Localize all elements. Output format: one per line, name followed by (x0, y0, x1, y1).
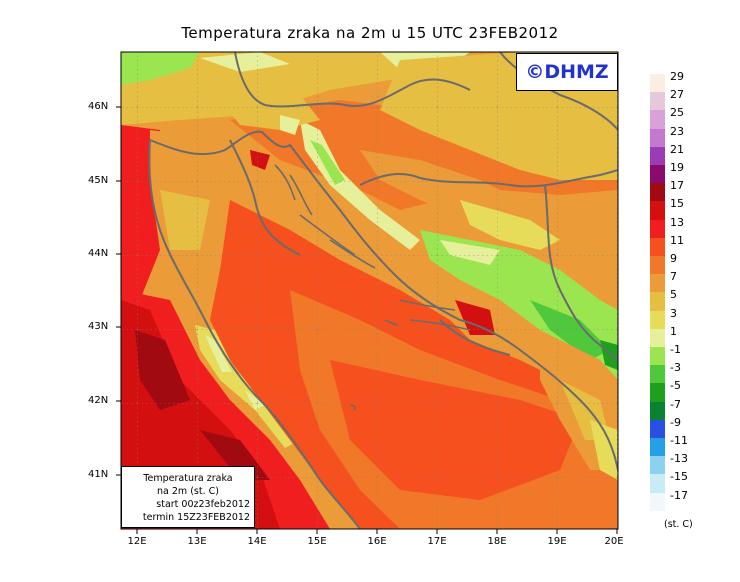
legend-swatch (650, 383, 665, 402)
legend-swatch (650, 74, 665, 93)
legend-swatch (650, 219, 665, 238)
legend-swatch (650, 128, 665, 147)
lon-label: 16E (367, 536, 387, 547)
legend-label: -7 (670, 397, 681, 411)
dhmz-logo: ©DHMZ (516, 53, 618, 91)
legend-swatch (650, 201, 665, 220)
info-line-3: start 00z23feb2012 (156, 499, 250, 510)
info-line-4: termin 15Z23FEB2012 (142, 512, 250, 523)
lat-label: 45N (88, 175, 109, 186)
legend-swatch (650, 165, 665, 184)
lat-label: 41N (88, 469, 109, 480)
legend-unit: (st. C) (664, 519, 693, 530)
legend-label: 11 (670, 233, 684, 247)
info-box: Temperatura zraka na 2m (st. C) start 00… (121, 466, 255, 528)
legend-label: 19 (670, 161, 684, 174)
legend-swatch (650, 92, 665, 111)
legend-label: 29 (670, 70, 684, 83)
legend-label: 23 (670, 124, 684, 138)
legend-label: 25 (670, 106, 684, 120)
legend-label: 3 (670, 306, 677, 320)
legend-swatch (650, 274, 665, 293)
legend-label: 7 (670, 270, 677, 284)
legend-swatch (650, 292, 665, 311)
legend-label: 9 (670, 252, 677, 265)
info-line-2: na 2m (st. C) (157, 486, 219, 497)
lon-label: 17E (427, 536, 447, 547)
lon-label: 15E (307, 536, 327, 547)
lon-label: 12E (127, 536, 147, 547)
chart-title: Temperatura zraka na 2m u 15 UTC 23FEB20… (181, 24, 559, 42)
legend-label: -9 (670, 415, 681, 429)
legend-swatch (650, 438, 665, 457)
lon-label: 14E (247, 536, 267, 547)
legend-swatch (650, 310, 665, 329)
lon-label: 19E (547, 536, 567, 547)
legend-label: 27 (670, 88, 684, 102)
legend-swatch (650, 256, 665, 275)
legend-swatch (650, 237, 665, 256)
legend-swatch (650, 183, 665, 202)
legend-swatch (650, 401, 665, 420)
axis-ticks (116, 106, 618, 534)
legend-label: -1 (670, 343, 681, 356)
legend-swatch (650, 492, 665, 511)
legend-label: 21 (670, 142, 684, 156)
legend-swatch (650, 365, 665, 384)
lon-label: 18E (487, 536, 507, 547)
legend-label: -3 (670, 361, 681, 375)
legend-swatch (650, 474, 665, 493)
legend-label: -13 (670, 452, 688, 466)
lat-label: 44N (88, 248, 109, 259)
legend-label: 13 (670, 215, 684, 229)
legend-label: -15 (670, 470, 688, 484)
legend-swatch (650, 456, 665, 475)
legend-swatch (650, 328, 665, 347)
legend-label: 1 (670, 324, 677, 338)
info-line-1: Temperatura zraka (143, 473, 233, 484)
legend-label: -11 (670, 434, 688, 447)
legend-swatch (650, 146, 665, 165)
legend-label: 17 (670, 179, 684, 193)
legend-swatch (650, 419, 665, 438)
lon-label: 20E (604, 536, 624, 547)
lat-label: 46N (88, 101, 109, 112)
lat-label: 43N (88, 321, 109, 332)
legend-label: -17 (670, 488, 688, 502)
legend-label: -5 (670, 379, 681, 393)
legend-swatch (650, 110, 665, 129)
lat-label: 42N (88, 395, 109, 406)
lon-label: 13E (187, 536, 207, 547)
legend-swatch (650, 347, 665, 366)
legend-label: 15 (670, 197, 684, 211)
legend-label: 5 (670, 288, 677, 302)
